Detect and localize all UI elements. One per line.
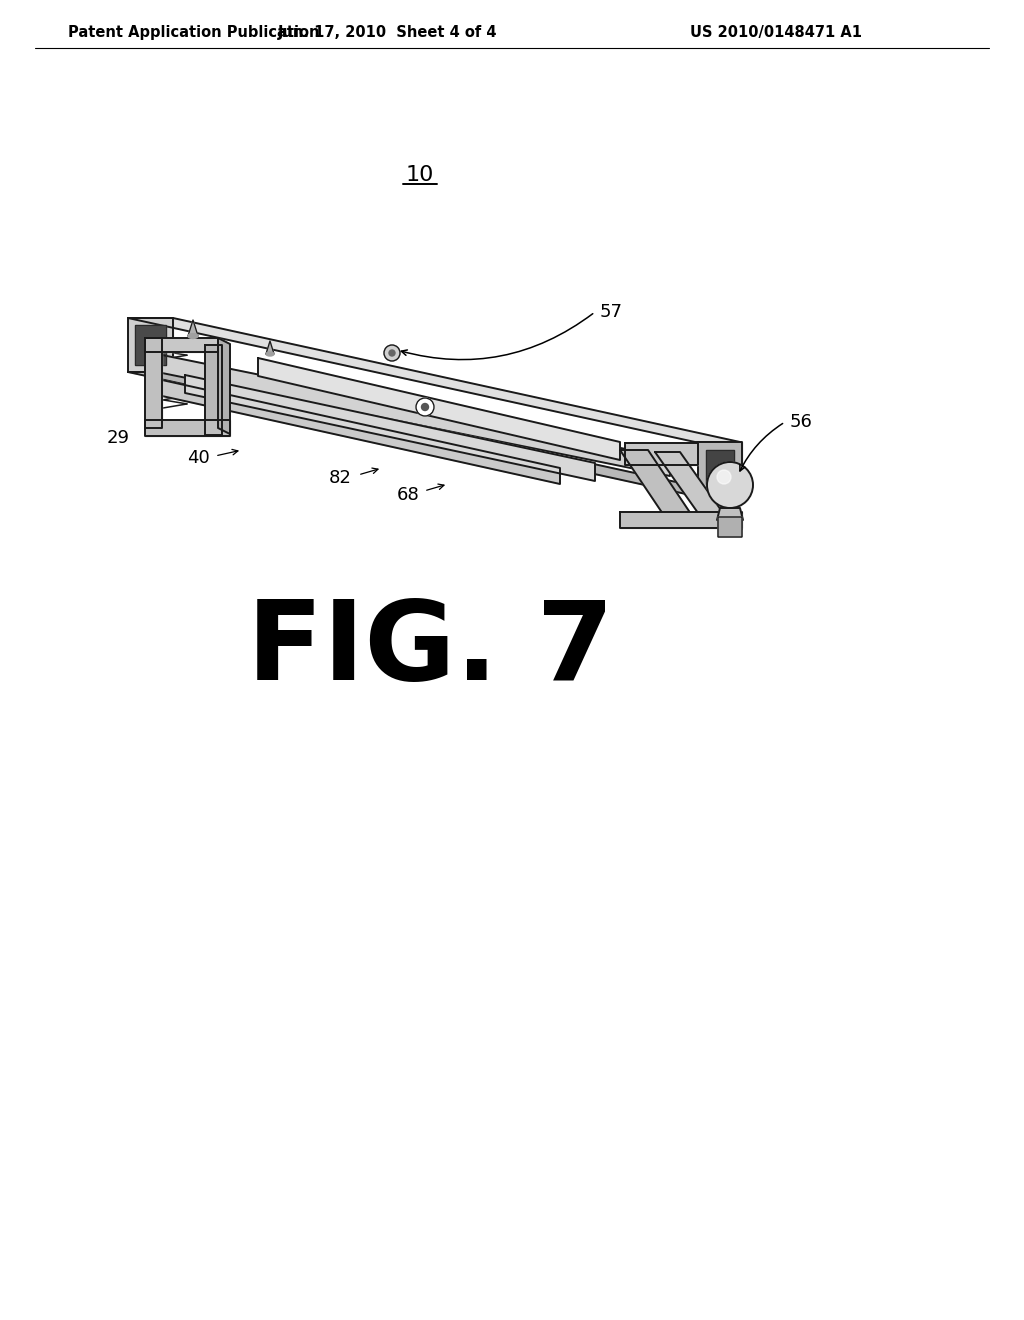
Polygon shape [162,380,560,484]
Text: 56: 56 [790,413,813,432]
Circle shape [416,399,434,416]
Circle shape [384,345,400,360]
Polygon shape [145,338,218,352]
Ellipse shape [188,334,198,338]
Polygon shape [128,318,173,372]
Polygon shape [620,450,695,520]
Text: 68: 68 [396,486,420,504]
Text: 40: 40 [186,449,209,467]
Polygon shape [128,318,740,442]
Polygon shape [145,420,230,436]
Polygon shape [145,338,162,428]
Polygon shape [205,345,222,436]
Text: 10: 10 [406,165,434,185]
Polygon shape [218,338,230,434]
Circle shape [717,470,731,484]
Circle shape [389,350,395,356]
Text: Patent Application Publication: Patent Application Publication [68,25,319,40]
Circle shape [422,404,428,411]
Polygon shape [706,450,734,484]
Polygon shape [655,451,728,520]
Polygon shape [625,444,698,465]
Polygon shape [620,512,742,528]
Ellipse shape [266,352,274,356]
Text: Jun. 17, 2010  Sheet 4 of 4: Jun. 17, 2010 Sheet 4 of 4 [279,25,498,40]
Polygon shape [128,372,740,496]
Text: FIG. 7: FIG. 7 [247,597,613,704]
Text: 29: 29 [106,429,129,447]
Text: 57: 57 [600,304,623,321]
Text: 82: 82 [329,469,351,487]
Polygon shape [162,355,670,477]
Polygon shape [188,319,198,337]
Polygon shape [266,341,274,354]
Polygon shape [185,375,595,480]
Polygon shape [717,508,743,520]
Circle shape [707,462,753,508]
Polygon shape [258,358,620,459]
FancyBboxPatch shape [718,517,742,537]
Polygon shape [135,325,166,366]
Text: US 2010/0148471 A1: US 2010/0148471 A1 [690,25,862,40]
Polygon shape [698,442,742,492]
